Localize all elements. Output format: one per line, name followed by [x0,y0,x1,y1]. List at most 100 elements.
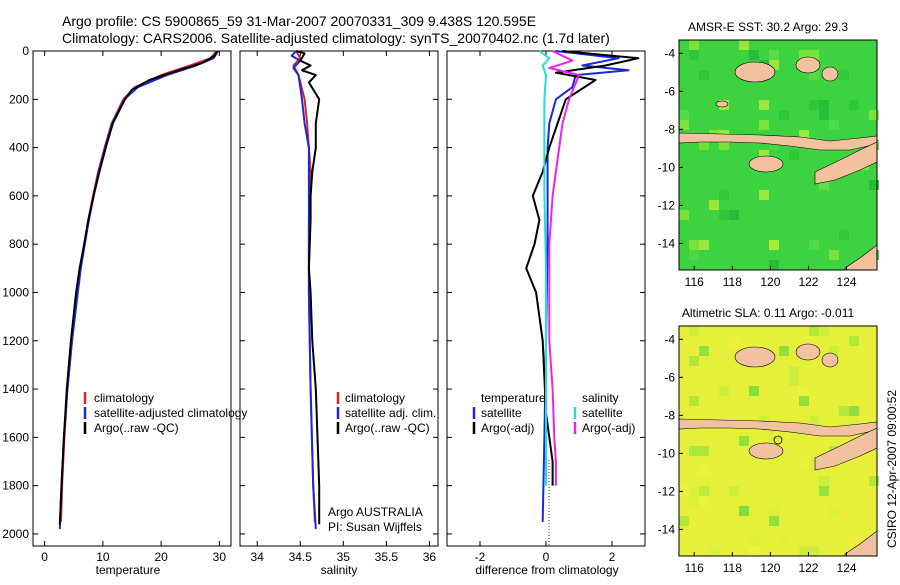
salinity-panel: 34 34.5 35 35.5 36 salinity climatology sate… [239,50,439,577]
difference-xlabel: difference from climatology [475,563,618,577]
x-tick-label-2-0: -2 [475,550,486,564]
difference-legend: temperature satellite Argo(-adj) salinit… [472,391,635,435]
map-cell [769,140,779,150]
map-cell [689,496,699,506]
y-tick-label-8: 1600 [2,430,29,444]
map-cell [679,516,689,526]
temperature-xlabel: temperature [96,563,161,577]
land-sulawesi-south [734,61,776,83]
map-y-tick-label: -12 [658,198,676,212]
map-cell [819,476,829,486]
map-cell [699,346,709,356]
map-y-tick-label: -4 [664,46,675,60]
legend-argo: Argo(..raw -QC) [94,421,179,435]
y-tick-label-0: 0 [22,44,29,58]
legend-sal-argo: Argo(..raw -QC) [345,421,430,435]
sst-map-title: AMSR-E SST: 30.2 Argo: 29.3 [688,20,848,34]
map-cell [859,416,869,426]
title-line-2: Climatology: CARS2006. Satellite-adjuste… [62,30,610,46]
map-cell [819,326,829,336]
map-cell [689,326,699,336]
map-cell [749,386,759,396]
map-cell [749,546,759,556]
map-cell [839,230,849,240]
legend-temperature-title: temperature [481,391,546,405]
temperature-legend: climatology satellite-adjusted climatolo… [83,391,247,435]
y-tick-label-5: 1000 [2,285,29,299]
map-cell [829,250,839,260]
sst-map: AMSR-E SST: 30.2 Argo: 29.3 -4 -6 -8 -10 -12… [658,20,879,289]
map-cell [799,396,809,406]
map-cell [779,536,789,546]
map-cell [689,446,699,456]
sla-map: Altimetric SLA: 0.11 Argo: -0.011 -4 -6 -8… [658,306,879,575]
map-cell [689,240,699,250]
map-cell [679,110,689,120]
x-tick-label-0-0: 0 [41,550,48,564]
series-temperature-2 [58,50,218,525]
x-tick-label-0-1: 10 [96,550,110,564]
map-cell [729,210,739,220]
sst-map-land [678,56,878,271]
series-temperature-0 [60,50,218,522]
sla-map-title: Altimetric SLA: 0.11 Argo: -0.011 [682,306,855,320]
map-cell [689,396,699,406]
legend-climatology: climatology [94,391,154,405]
map-cell [689,40,699,50]
map-x-tick-label: 116 [685,275,704,289]
map-cell [869,476,879,486]
map-cell [849,336,859,346]
x-tick-label-2-2: 2 [609,550,616,564]
map-y-tick-label: -10 [658,446,676,460]
map-cell [749,50,759,60]
y-tick-label-6: 1200 [2,334,29,348]
map-cell [799,130,809,140]
map-y-tick-label: -14 [658,236,676,250]
y-tick-label-7: 1400 [2,382,29,396]
x-tick-label-1-0: 34 [251,550,265,564]
map-frame [678,325,878,557]
map-cell [769,50,779,60]
map-x-tick-label: 120 [760,561,780,575]
map-cell [819,100,829,110]
map-x-tick-label: 122 [798,561,818,575]
y-tick-label-4: 800 [9,237,29,251]
map-x-tick-label: 116 [685,561,704,575]
legend-temp-argo: Argo(-adj) [481,421,534,435]
map-x-tick-label: 120 [760,275,780,289]
map-cell [769,506,779,516]
map-cell [679,486,689,496]
map-x-tick-label: 122 [798,275,818,289]
map-cell [849,536,859,546]
map-cell [769,516,779,526]
difference-panel: -2 0 2 difference from climatology tempera… [446,50,646,577]
map-y-tick-label: -8 [664,408,675,422]
series-salinity-1 [290,50,317,530]
map-cell [809,326,819,336]
map-cell [809,416,819,426]
map-x-tick-label: 118 [723,275,742,289]
map-cell [699,466,709,476]
map-cell [749,536,759,546]
map-cell [789,366,799,376]
map-cell [729,336,739,346]
map-y-tick-label: -14 [658,522,676,536]
land-flores-sumbawa [678,132,878,151]
land-island [821,66,839,82]
temperature-panel: 0 200 400 600 800 1000 1200 1400 1600 1800 2000 0 1… [2,44,247,577]
csiro-timestamp: CSIRO 12-Apr-2007 09:00:52 [885,390,899,548]
land-sumba [748,155,784,173]
map-cell [739,506,749,516]
map-cell [719,140,729,150]
x-tick-label-0-3: 30 [213,550,227,564]
map-cell [849,100,859,110]
map-cell [779,110,789,120]
map-cell [719,210,729,220]
map-y-tick-label: -4 [664,332,675,346]
map-cell [869,180,879,190]
float-owner-annotation: Argo AUSTRALIA [328,505,423,519]
map-cell [699,496,709,506]
legend-sal-satellite: satellite adj. clim. [345,406,436,420]
x-tick-label-1-4: 36 [423,550,437,564]
